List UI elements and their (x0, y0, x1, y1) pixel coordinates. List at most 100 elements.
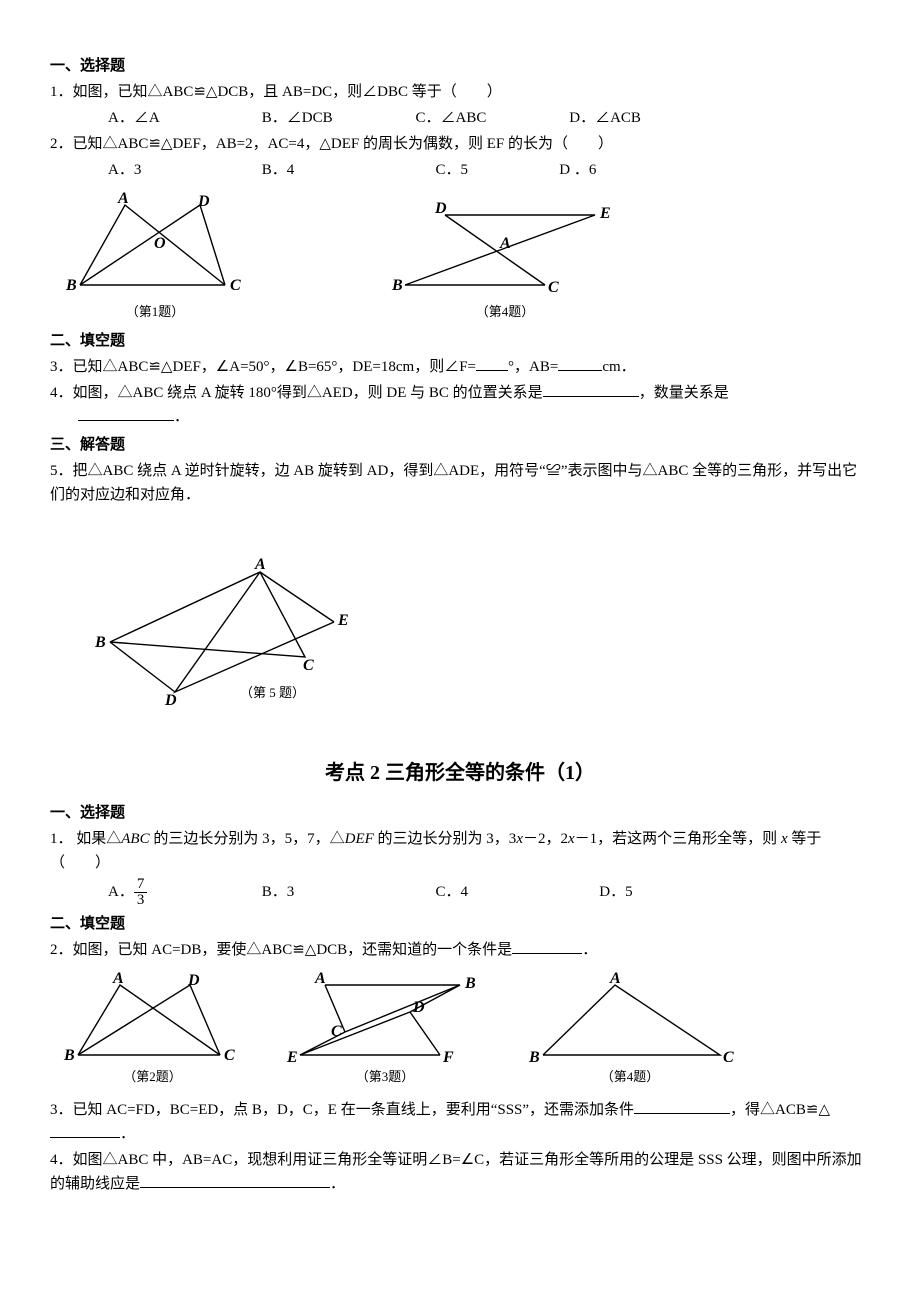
p2-q1-b: 的三边长分别为 3，5，7，△ (150, 831, 345, 847)
fig5-box: A B C D E （第 5 题） (90, 557, 870, 707)
q3-blank-1 (476, 356, 508, 371)
p2-fig3-box: A B C D E F （第3题） (285, 970, 485, 1088)
p2-q1-opt-b: B．3 (262, 880, 432, 904)
p2-q4-blank (140, 1173, 330, 1188)
p2-q1-x1: x (516, 831, 523, 847)
q2-opt-b: B．4 (262, 158, 432, 182)
fig5-D: D (164, 692, 177, 707)
fig4-caption: （第4题） (390, 302, 620, 323)
q2-opt-d: D ．6 (559, 158, 659, 182)
fig5-caption: （第 5 题） (240, 685, 305, 700)
p2-section-1-head: 一、选择题 (50, 801, 870, 825)
p2-q1-a: 1． 如果△ (50, 831, 121, 847)
fig1-B: B (65, 277, 77, 294)
q1-opt-d: D．∠ACB (569, 106, 689, 130)
fig4-box: D E B C A （第4题） (390, 200, 620, 323)
q2-opt-c: C．5 (436, 158, 556, 182)
q4-blank-2 (78, 406, 174, 421)
fig5-C: C (303, 657, 314, 674)
fig4-D: D (434, 200, 447, 217)
section-1-head: 一、选择题 (50, 54, 870, 78)
q2: 2．已知△ABC≌△DEF，AB=2，AC=4，△DEF 的周长为偶数，则 EF… (50, 132, 870, 156)
q1: 1．如图，已知△ABC≌△DCB，且 AB=DC，则∠DBC 等于（ ） (50, 80, 870, 104)
q1-opt-b: B．∠DCB (262, 106, 412, 130)
q2-opt-a: A．3 (108, 158, 258, 182)
section-3-head: 三、解答题 (50, 433, 870, 457)
p2-fig2-svg: A D B C (60, 970, 245, 1065)
fig5-E: E (337, 612, 349, 629)
p2-fig-row: A D B C （第2题） A B C D E F （第3题） A (60, 970, 870, 1088)
p2f4-C: C (723, 1049, 734, 1065)
p2-fig4-box: A B C （第4题） (525, 970, 735, 1088)
p2f3-A: A (314, 970, 326, 987)
p2-q2-b: ． (582, 942, 597, 958)
p2-q1-x3: x (781, 831, 788, 847)
p2-q1-opt-a-pre: A． (108, 880, 134, 904)
p2-fig3-caption: （第3题） (285, 1067, 485, 1088)
p2f3-E: E (286, 1049, 298, 1065)
section-2-head: 二、填空题 (50, 329, 870, 353)
p2-q1-c: 的三边长分别为 3，3 (374, 831, 517, 847)
p2f2-A: A (112, 970, 124, 987)
q3-text-c: cm． (602, 359, 635, 375)
p2-q1-abc: ABC (121, 831, 149, 847)
p2f2-C: C (224, 1047, 235, 1064)
q3: 3．已知△ABC≌△DEF，∠A=50°，∠B=65°，DE=18cm，则∠F=… (50, 355, 870, 379)
p2f3-F: F (442, 1049, 454, 1065)
p2-q1-options: A．73 B．3 C．4 D．5 (108, 877, 870, 908)
fig1-caption: （第1题） (60, 302, 250, 323)
fig4-C: C (548, 279, 559, 296)
q3-text-a: 3．已知△ABC≌△DEF，∠A=50°，∠B=65°，DE=18cm，则∠F= (50, 359, 476, 375)
p2-fig3-svg: A B C D E F (285, 970, 485, 1065)
p2-q3: 3．已知 AC=FD，BC=ED，点 B，D，C，E 在一条直线上，要利用“SS… (50, 1098, 870, 1146)
p2-fig2-caption: （第2题） (60, 1067, 245, 1088)
q1-opt-c: C．∠ABC (416, 106, 566, 130)
fig5-A: A (254, 557, 266, 573)
fig5-svg: A B C D E （第 5 题） (90, 557, 350, 707)
p2f3-C: C (331, 1023, 342, 1040)
q1-options: A．∠A B．∠DCB C．∠ABC D．∠ACB (108, 106, 870, 130)
fig1-D: D (197, 193, 210, 210)
p2-q3-blank1 (634, 1099, 730, 1114)
fig1-svg: A D B C O (60, 190, 250, 300)
q4-blank-1 (543, 382, 639, 397)
fig4-E: E (599, 205, 611, 222)
p2-fig4-caption: （第4题） (525, 1067, 735, 1088)
p2-q1-opt-a: A．73 (108, 877, 258, 908)
p2-q4: 4．如图△ABC 中，AB=AC，现想利用证三角形全等证明∠B=∠C，若证三角形… (50, 1148, 870, 1196)
p2-q1-e: －1，若这两个三角形全等，则 (575, 831, 781, 847)
p2-q1-opt-d: D．5 (599, 880, 699, 904)
fig-row-1: A D B C O （第1题） D E B C A （第4题） (60, 190, 870, 323)
q4-text-a: 4．如图，△ABC 绕点 A 旋转 180°得到△AED，则 DE 与 BC 的… (50, 385, 543, 401)
p2f4-A: A (609, 970, 621, 987)
p2-q1-opt-c: C．4 (436, 880, 596, 904)
q3-blank-2 (558, 356, 602, 371)
p2f3-D: D (412, 999, 425, 1016)
p2-q4-b: ． (330, 1176, 345, 1192)
p2-q2: 2．如图，已知 AC=DB，要使△ABC≌△DCB，还需知道的一个条件是． (50, 938, 870, 962)
fig5-B: B (94, 634, 106, 651)
frac-den: 3 (134, 893, 148, 908)
fraction: 73 (134, 877, 148, 908)
q5: 5．把△ABC 绕点 A 逆时针旋转，边 AB 旋转到 AD，得到△ADE，用符… (50, 459, 870, 507)
q4-text-c: ． (174, 409, 189, 425)
p2f3-B: B (464, 975, 476, 992)
p2f2-B: B (63, 1047, 75, 1064)
p2f2-D: D (187, 972, 200, 989)
frac-num: 7 (134, 877, 148, 893)
q4: 4．如图，△ABC 绕点 A 旋转 180°得到△AED，则 DE 与 BC 的… (50, 381, 870, 429)
q2-options: A．3 B．4 C．5 D ．6 (108, 158, 870, 182)
fig4-B: B (391, 277, 403, 294)
fig1-box: A D B C O （第1题） (60, 190, 250, 323)
p2-q3-b: ，得△ACB≌△ (730, 1102, 830, 1118)
q4-text-b: ，数量关系是 (639, 385, 729, 401)
p2-q1: 1． 如果△ABC 的三边长分别为 3，5，7，△DEF 的三边长分别为 3，3… (50, 827, 870, 875)
fig1-C: C (230, 277, 241, 294)
q3-text-b: °，AB= (508, 359, 558, 375)
p2-q3-c: ． (120, 1126, 135, 1142)
fig4-svg: D E B C A (390, 200, 620, 300)
p2-q3-blank2 (50, 1123, 120, 1138)
fig1-O: O (154, 235, 166, 252)
fig1-A: A (117, 190, 129, 207)
p2-q3-a: 3．已知 AC=FD，BC=ED，点 B，D，C，E 在一条直线上，要利用“SS… (50, 1102, 634, 1118)
